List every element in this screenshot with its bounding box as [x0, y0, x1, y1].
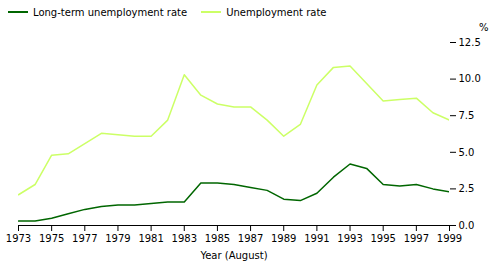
svg-text:1985: 1985 [205, 233, 230, 244]
svg-text:10.0: 10.0 [459, 73, 481, 84]
svg-text:1993: 1993 [337, 233, 362, 244]
svg-text:1991: 1991 [304, 233, 329, 244]
svg-text:1979: 1979 [105, 233, 130, 244]
svg-text:1995: 1995 [370, 233, 395, 244]
svg-text:1999: 1999 [437, 233, 462, 244]
svg-text:1987: 1987 [238, 233, 263, 244]
svg-text:12.5: 12.5 [459, 37, 481, 48]
svg-text:Year (August): Year (August) [199, 250, 267, 261]
svg-text:0.0: 0.0 [459, 220, 475, 231]
svg-text:1997: 1997 [404, 233, 429, 244]
html-text:Long-term unemployment rate: Long-term unemployment rate [33, 6, 188, 18]
svg-text:1981: 1981 [138, 233, 163, 244]
svg-text:2.5: 2.5 [459, 183, 475, 194]
svg-text:1983: 1983 [172, 233, 197, 244]
svg-text:%: % [479, 22, 489, 33]
svg-text:1989: 1989 [271, 233, 296, 244]
svg-text:5.0: 5.0 [459, 147, 475, 158]
html-text:Unemployment rate: Unemployment rate [226, 6, 327, 18]
svg-text:1977: 1977 [72, 233, 97, 244]
svg-text:7.5: 7.5 [459, 110, 475, 121]
svg-text:1973: 1973 [6, 233, 31, 244]
svg-text:1975: 1975 [39, 233, 64, 244]
